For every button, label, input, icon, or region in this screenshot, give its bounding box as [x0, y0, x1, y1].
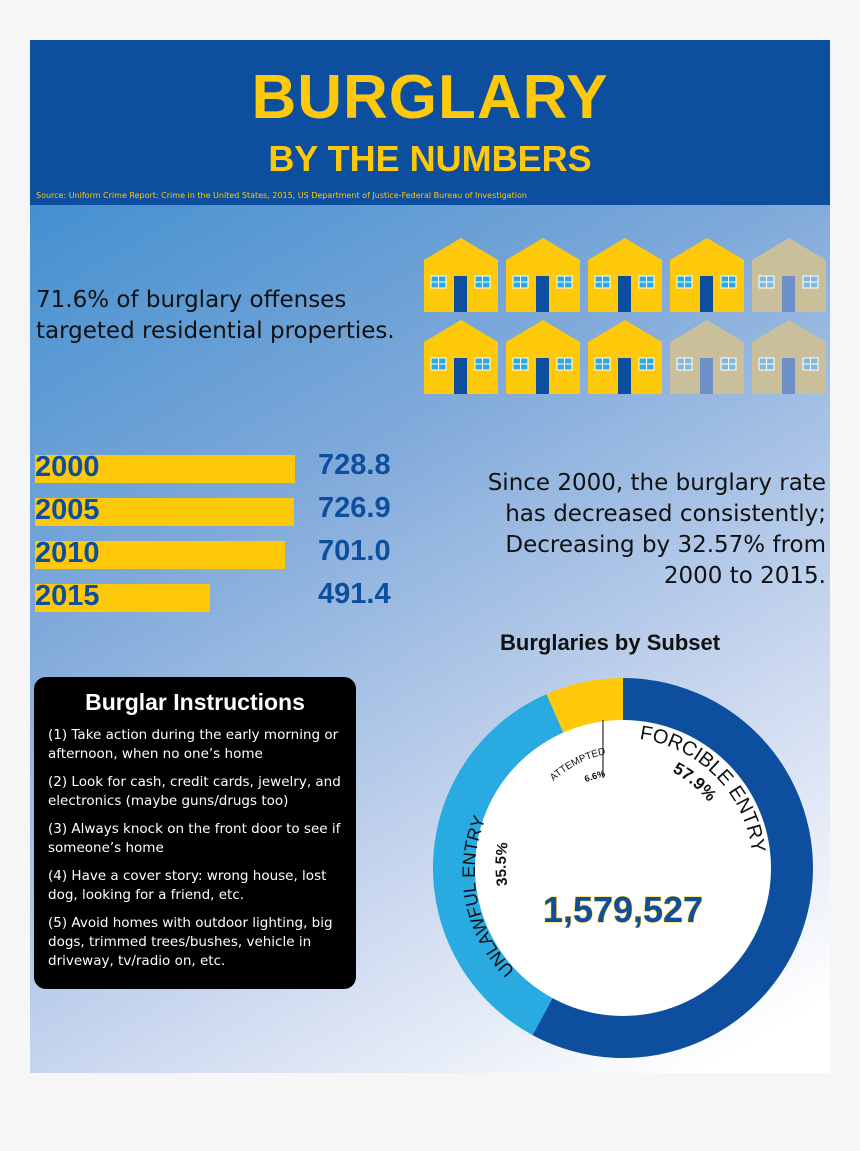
donut-hole — [475, 720, 771, 1016]
instruction-item: (1) Take action during the early morning… — [48, 727, 339, 762]
bar-category-label: 2000 — [35, 451, 100, 483]
instruction-item: (3) Always knock on the front door to se… — [48, 821, 341, 856]
bar-value-label: 726.9 — [318, 492, 391, 524]
bar — [35, 541, 286, 569]
bar-value-label: 701.0 — [318, 535, 391, 567]
note-line: 2000 to 2015. — [663, 563, 826, 589]
bar-category-label: 2005 — [35, 494, 100, 526]
house-icon-highlighted — [506, 238, 580, 312]
note-line: Since 2000, the burglary rate — [487, 470, 826, 496]
subtitle: BY THE NUMBERS — [268, 138, 592, 179]
house-icon-highlighted — [588, 320, 662, 394]
bar — [35, 498, 295, 526]
instructions-box: Burglar Instructions (1) Take action dur… — [34, 677, 356, 989]
house-icon-dimmed — [752, 320, 826, 394]
slice-value-unlawful: 35.5% — [493, 841, 512, 887]
note-line: has decreased consistently; — [505, 501, 826, 527]
house-pictogram — [424, 238, 830, 394]
header: BURGLARY BY THE NUMBERS Source: Uniform … — [30, 40, 830, 205]
residential-stat: 71.6% of burglary offenses targeted resi… — [36, 285, 395, 347]
instruction-item: (5) Avoid homes with outdoor lighting, b… — [48, 915, 333, 969]
bar — [35, 584, 211, 612]
stat-line: targeted residential properties. — [36, 318, 395, 344]
house-icon-highlighted — [506, 320, 580, 394]
bar — [35, 455, 295, 483]
note-line: Decreasing by 32.57% from — [505, 532, 826, 558]
rate-note: Since 2000, the burglary rate has decrea… — [446, 468, 826, 592]
instructions-title: Burglar Instructions — [85, 689, 305, 715]
house-icon-dimmed — [752, 238, 826, 312]
house-icon-dimmed — [670, 320, 744, 394]
donut-title: Burglaries by Subset — [500, 630, 721, 655]
house-icon-highlighted — [670, 238, 744, 312]
bar-category-label: 2015 — [35, 580, 100, 612]
title: BURGLARY — [251, 63, 609, 132]
bar-category-label: 2010 — [35, 537, 100, 569]
house-icon-highlighted — [424, 238, 498, 312]
house-icon-highlighted — [588, 238, 662, 312]
bar-value-label: 728.8 — [318, 449, 391, 481]
donut-center-total: 1,579,527 — [543, 889, 703, 930]
source-note: Source: Uniform Crime Report: Crime in t… — [36, 191, 527, 200]
instruction-item: (2) Look for cash, credit cards, jewelry… — [48, 774, 341, 809]
subset-donut-chart: FORCIBLE ENTRY 57.9% UNLAWFUL ENTRY 35.5… — [432, 678, 813, 1058]
instruction-item: (4) Have a cover story: wrong house, los… — [48, 868, 327, 903]
house-icon-highlighted — [424, 320, 498, 394]
stat-line: 71.6% of burglary offenses — [36, 287, 347, 313]
infographic: BURGLARY BY THE NUMBERS Source: Uniform … — [30, 40, 830, 1073]
bar-value-label: 491.4 — [318, 578, 391, 610]
